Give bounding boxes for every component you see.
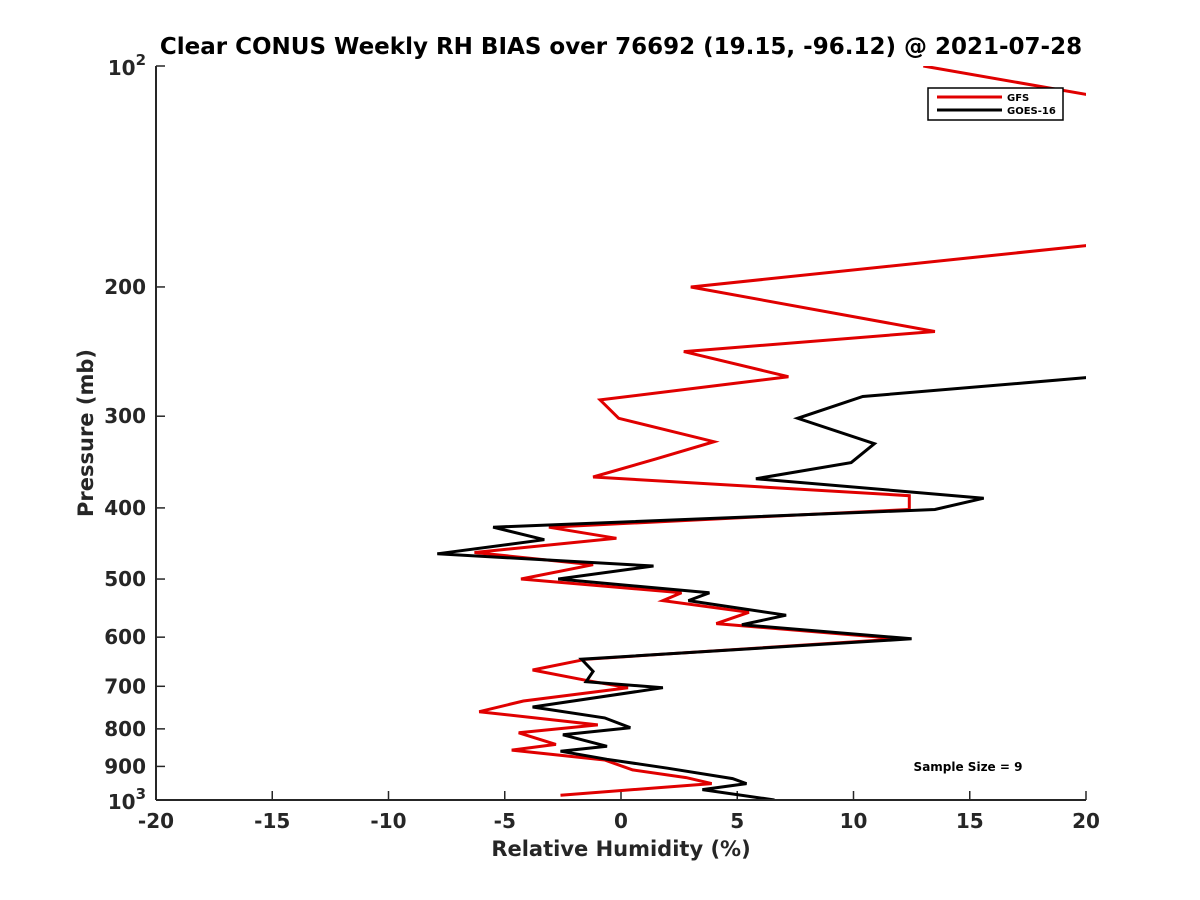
y-tick-label: 600 <box>104 625 146 649</box>
y-tick-label: 900 <box>104 754 146 778</box>
series-line-goes-16 <box>437 376 1086 800</box>
x-tick-label: 15 <box>956 809 984 833</box>
legend-label: GFS <box>1007 93 1029 104</box>
x-tick-label: -15 <box>254 809 290 833</box>
x-axis-ticks: -20 -15 -10 -5 0 5 10 15 20 <box>138 791 1100 833</box>
y-tick-label: 400 <box>104 496 146 520</box>
x-tick-label: 0 <box>614 809 628 833</box>
series-layer <box>437 66 1086 800</box>
y-axis-label: Pressure (mb) <box>74 349 98 517</box>
y-tick-label: 300 <box>104 404 146 428</box>
y-tick-exponent: 2 <box>136 51 146 69</box>
x-axis-label: Relative Humidity (%) <box>491 837 750 861</box>
x-tick-label: 10 <box>840 809 868 833</box>
x-tick-label: -10 <box>370 809 406 833</box>
y-tick-base: 10 <box>108 790 136 814</box>
y-tick-base: 10 <box>108 56 136 80</box>
series-line-gfs <box>474 66 1086 797</box>
x-tick-label: -5 <box>494 809 516 833</box>
y-tick-label-power: 102 <box>108 51 146 80</box>
y-tick-label: 500 <box>104 567 146 591</box>
legend: GFS GOES-16 <box>927 87 1064 121</box>
legend-box <box>927 87 1064 121</box>
y-tick-label: 200 <box>104 275 146 299</box>
y-tick-label-power: 103 <box>108 785 146 814</box>
y-tick-label: 800 <box>104 717 146 741</box>
axis-lines <box>155 66 1086 801</box>
legend-label: GOES-16 <box>1007 106 1056 117</box>
sample-size-annotation: Sample Size = 9 <box>914 760 1023 774</box>
x-tick-label: -20 <box>138 809 174 833</box>
x-tick-label: 20 <box>1072 809 1100 833</box>
y-tick-exponent: 3 <box>136 785 146 803</box>
x-tick-label: 5 <box>730 809 744 833</box>
chart-title: Clear CONUS Weekly RH BIAS over 76692 (1… <box>160 34 1082 60</box>
y-tick-label: 700 <box>104 674 146 698</box>
